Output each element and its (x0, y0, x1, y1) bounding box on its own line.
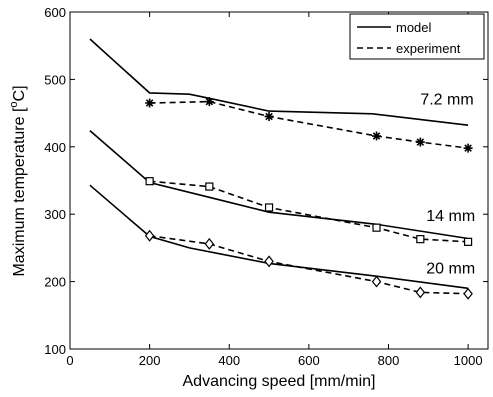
y-tick-label: 100 (44, 342, 66, 357)
y-axis-label-main: Maximum temperature [ (11, 107, 28, 276)
data-point-experiment-20-mm (264, 255, 274, 268)
data-point-experiment-20-mm (463, 287, 473, 300)
y-tick-label: 500 (44, 72, 66, 87)
y-tick-label: 400 (44, 140, 66, 155)
data-point-experiment-14-mm (416, 235, 425, 244)
x-tick-label: 800 (378, 353, 400, 368)
x-axis-label: Advancing speed [mm/min] (183, 373, 376, 390)
y-tick-label: 600 (44, 5, 66, 20)
data-point-experiment-20-mm (204, 237, 215, 250)
y-axis-label-unit: C] (11, 85, 28, 101)
annotation-label: 14 mm (426, 208, 475, 225)
y-tick-label: 300 (44, 207, 66, 222)
annotations-group: 7.2 mm 14 mm 20 mm (420, 91, 475, 277)
x-tick-label: 200 (139, 353, 161, 368)
series-line-experiment-20-mm (149, 235, 469, 295)
annotation-label: 7.2 mm (420, 91, 473, 108)
data-point-experiment-14-mm (463, 237, 473, 246)
data-point-experiment-7-2-mm (463, 143, 473, 153)
x-tick-label: 0 (66, 353, 73, 368)
series-line-experiment-7-2-mm (149, 100, 469, 149)
y-axis-label-degree: o (8, 101, 20, 107)
data-point-experiment-7-2-mm (145, 98, 155, 108)
data-point-experiment-14-mm (264, 203, 274, 212)
series-line-model-14-mm (89, 129, 469, 240)
series-line-model-20-mm (89, 184, 469, 290)
data-point-experiment-20-mm (371, 275, 382, 288)
data-point-experiment-14-mm (372, 223, 381, 232)
x-tick-label: 1000 (454, 353, 483, 368)
legend-experiment-label: experiment (396, 41, 461, 56)
y-axis-label: Maximum temperature [oC] (8, 85, 28, 276)
y-tick-label: 200 (44, 275, 66, 290)
x-tick-label: 600 (298, 353, 320, 368)
x-tick-label: 400 (218, 353, 240, 368)
legend-box (349, 13, 485, 60)
data-point-experiment-14-mm (145, 177, 154, 186)
annotation-label: 20 mm (426, 261, 475, 278)
data-point-experiment-20-mm (415, 286, 426, 299)
data-point-experiment-14-mm (205, 182, 214, 191)
legend: model experiment (349, 13, 485, 60)
axis-ticks: 0 200 400 600 800 1000 100 200 300 400 500 600 (44, 5, 488, 368)
legend-model-label: model (396, 20, 432, 35)
data-point-experiment-7-2-mm (264, 111, 274, 121)
plot-area (69, 11, 489, 350)
data-point-experiment-20-mm (144, 229, 155, 242)
data-point-experiment-7-2-mm (204, 97, 214, 107)
series-group (89, 38, 473, 300)
series-line-experiment-14-mm (149, 180, 469, 243)
data-point-experiment-7-2-mm (415, 137, 425, 147)
data-point-experiment-7-2-mm (372, 131, 382, 141)
